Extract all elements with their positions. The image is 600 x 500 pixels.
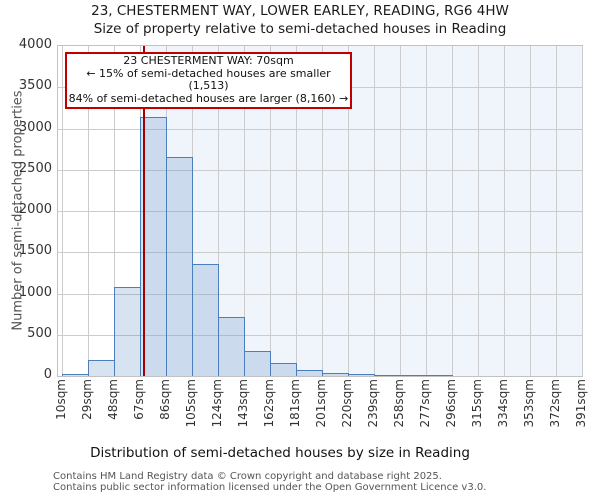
v-gridline: [426, 46, 427, 376]
x-tick-label: 353sqm: [522, 379, 536, 428]
v-gridline: [478, 46, 479, 376]
histogram-bar: [322, 373, 349, 376]
x-tick-label: 201sqm: [314, 379, 328, 428]
h-gridline: [58, 252, 582, 254]
x-tick-label: 10sqm: [54, 379, 68, 420]
x-tick-label: 86sqm: [158, 379, 172, 420]
callout-heading: 23 CHESTERMENT WAY: 70sqm: [123, 54, 294, 67]
callout-smaller-stat: ← 15% of semi-detached houses are smalle…: [86, 66, 331, 92]
histogram-bar: [62, 374, 89, 376]
histogram-bar: [114, 287, 141, 376]
y-tick-label: 4000: [18, 37, 52, 52]
plot-area: 23 CHESTERMENT WAY: 70sqm ← 15% of semi-…: [57, 45, 583, 377]
x-tick-label: 391sqm: [574, 379, 588, 428]
property-callout: 23 CHESTERMENT WAY: 70sqm ← 15% of semi-…: [65, 52, 352, 109]
x-tick-label: 372sqm: [548, 379, 562, 428]
x-tick-label: 162sqm: [262, 379, 276, 428]
histogram-bar: [218, 317, 245, 376]
y-tick-label: 1000: [18, 284, 52, 300]
h-gridline: [58, 169, 582, 171]
histogram-bar: [374, 375, 401, 376]
v-gridline: [244, 46, 245, 376]
x-tick-label: 315sqm: [470, 379, 484, 428]
histogram-bar: [348, 374, 375, 376]
x-tick-label: 258sqm: [392, 379, 406, 428]
histogram-bar: [88, 360, 115, 376]
h-gridline: [58, 128, 582, 130]
v-gridline: [322, 46, 323, 376]
v-gridline: [348, 46, 349, 376]
v-gridline: [400, 46, 401, 376]
y-tick-label: 3000: [18, 119, 52, 135]
x-tick-label: 296sqm: [444, 379, 458, 428]
y-tick-label: 500: [27, 325, 52, 341]
attribution-text: Contains HM Land Registry data © Crown c…: [53, 471, 486, 493]
x-tick-label: 181sqm: [288, 379, 302, 428]
v-gridline: [452, 46, 453, 376]
chart-subtitle: Size of property relative to semi-detach…: [93, 21, 507, 37]
x-axis-title: Distribution of semi-detached houses by …: [90, 445, 470, 461]
v-gridline: [62, 46, 63, 376]
v-gridline: [504, 46, 505, 376]
histogram-bar: [166, 157, 193, 376]
v-gridline: [530, 46, 531, 376]
v-gridline: [296, 46, 297, 376]
histogram-bar: [192, 264, 219, 376]
v-gridline: [270, 46, 271, 376]
v-gridline: [374, 46, 375, 376]
v-gridline: [218, 46, 219, 376]
x-tick-label: 239sqm: [366, 379, 380, 428]
x-tick-label: 105sqm: [184, 379, 198, 428]
x-tick-label: 277sqm: [418, 379, 432, 428]
attribution-line-1: Contains HM Land Registry data © Crown c…: [53, 471, 442, 482]
property-size-marker-line: [143, 46, 146, 376]
v-gridline: [582, 46, 583, 376]
x-tick-label: 143sqm: [236, 379, 250, 428]
histogram-bar: [270, 363, 297, 376]
v-gridline: [114, 46, 115, 376]
x-tick-label: 124sqm: [210, 379, 224, 428]
x-tick-label: 29sqm: [80, 379, 94, 420]
x-tick-label: 334sqm: [496, 379, 510, 428]
callout-larger-stat: 84% of semi-detached houses are larger (…: [68, 91, 349, 105]
v-gridline: [556, 46, 557, 376]
y-tick-label: 1500: [18, 243, 52, 259]
y-tick-label: 0: [43, 367, 52, 382]
v-gridline: [88, 46, 89, 376]
chart-title: 23, CHESTERMENT WAY, LOWER EARLEY, READI…: [91, 3, 509, 19]
h-gridline: [58, 334, 582, 336]
h-gridline: [58, 293, 582, 295]
x-tick-label: 220sqm: [340, 379, 354, 428]
x-tick-label: 67sqm: [132, 379, 146, 420]
histogram-bar: [296, 370, 323, 376]
histogram-bar: [244, 351, 271, 376]
histogram-bar: [426, 375, 453, 376]
y-tick-label: 2500: [18, 160, 52, 176]
attribution-line-2: Contains public sector information licen…: [53, 482, 487, 493]
y-tick-label: 3500: [18, 78, 52, 94]
histogram-bar: [400, 375, 427, 376]
x-tick-label: 48sqm: [106, 379, 120, 420]
h-gridline: [58, 211, 582, 212]
y-tick-label: 2000: [18, 202, 52, 217]
